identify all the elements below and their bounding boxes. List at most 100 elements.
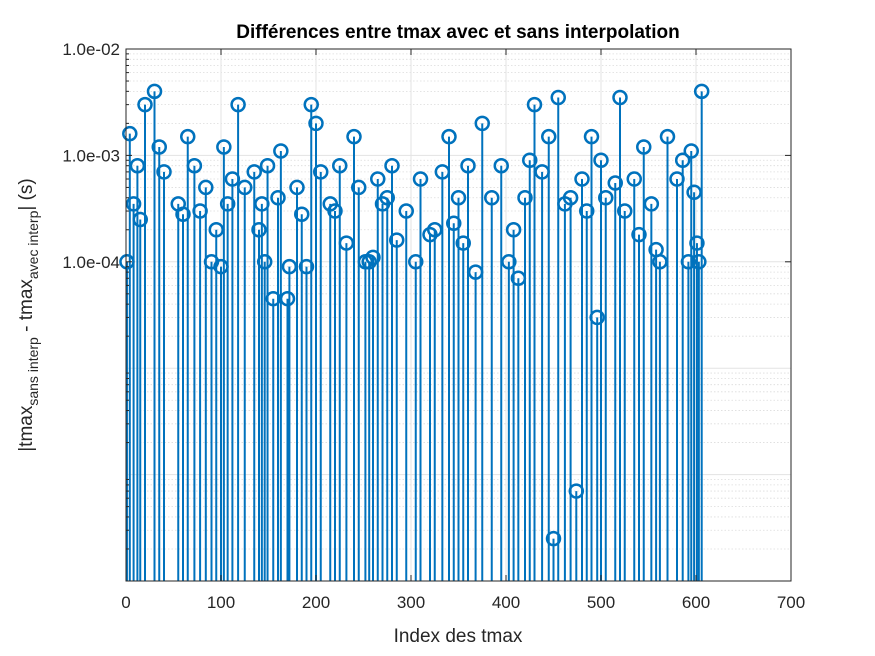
data-point — [541, 128, 557, 145]
data-point — [125, 196, 142, 212]
data-point — [674, 152, 691, 169]
data-point — [427, 222, 443, 238]
y-label-main: |tmax — [16, 405, 37, 452]
y-tick-labels: 1.0e-02 1.0e-03 1.0e-04 — [62, 40, 120, 272]
data-point — [517, 189, 533, 206]
data-point — [626, 171, 642, 187]
chart-title: Différences entre tmax avec et sans inte… — [236, 22, 680, 43]
data-point — [251, 222, 267, 238]
data-point — [303, 96, 319, 113]
data-point — [510, 270, 527, 287]
x-tick-label: 400 — [492, 593, 520, 612]
data-point — [467, 264, 484, 280]
data-point — [338, 235, 355, 251]
data-point — [237, 179, 253, 196]
data-point — [574, 171, 590, 187]
data-point — [455, 235, 471, 251]
data-point — [689, 235, 705, 251]
data-point — [691, 254, 707, 270]
data-point — [216, 139, 232, 155]
data-point — [617, 203, 633, 219]
data-point — [279, 290, 296, 307]
data-point — [180, 128, 196, 145]
data-point — [122, 125, 138, 142]
y-label-sub2: avec interp — [25, 210, 41, 279]
data-point — [680, 254, 697, 270]
data-point — [351, 179, 367, 196]
data-point — [346, 128, 362, 145]
data-point — [370, 171, 386, 187]
marker-series — [119, 83, 710, 547]
data-point — [156, 164, 172, 180]
data-point — [450, 189, 467, 206]
data-point — [361, 254, 377, 270]
data-point — [568, 483, 585, 499]
data-point — [550, 89, 566, 106]
data-point — [294, 206, 310, 222]
data-point — [186, 157, 203, 174]
data-point — [213, 258, 229, 275]
data-point — [254, 196, 270, 212]
y-label-mid: - tmax — [16, 279, 37, 338]
data-point — [332, 157, 348, 174]
data-point — [607, 175, 623, 191]
data-point — [593, 152, 609, 169]
y-label-end: | (s) — [16, 178, 37, 210]
data-point — [505, 222, 522, 238]
data-point — [589, 309, 605, 326]
data-point — [659, 128, 676, 145]
data-point — [408, 254, 424, 270]
data-point — [501, 254, 517, 270]
data-point — [583, 128, 600, 145]
x-tick-label: 300 — [397, 593, 425, 612]
data-point — [384, 157, 400, 174]
axes-box — [125, 48, 792, 582]
data-point — [686, 184, 702, 201]
data-point — [643, 196, 660, 212]
data-point — [398, 203, 414, 219]
data-point — [545, 530, 562, 547]
data-point — [636, 139, 652, 155]
data-point — [270, 189, 286, 206]
data-point — [146, 83, 163, 100]
data-point — [526, 96, 543, 113]
data-point — [534, 164, 550, 180]
data-point — [230, 96, 246, 113]
data-point — [579, 203, 595, 219]
data-point — [365, 249, 381, 266]
x-tick-label: 600 — [682, 593, 710, 612]
data-point — [522, 152, 538, 169]
data-point — [693, 83, 710, 100]
data-point — [256, 254, 273, 270]
data-point — [281, 258, 298, 275]
data-point — [219, 196, 236, 212]
data-point — [327, 203, 343, 219]
axes — [125, 48, 792, 582]
data-point — [224, 171, 241, 187]
data-point — [474, 115, 490, 132]
x-tick-label: 700 — [777, 593, 805, 612]
y-tick-label: 1.0e-03 — [62, 146, 120, 165]
x-tick-label: 200 — [302, 593, 330, 612]
data-point — [412, 171, 429, 187]
data-point — [562, 189, 579, 206]
y-tick-label: 1.0e-02 — [62, 40, 120, 59]
data-point — [441, 128, 457, 145]
x-tick-label: 0 — [121, 593, 130, 612]
data-point — [598, 189, 614, 206]
data-point — [308, 115, 324, 132]
data-point — [379, 189, 395, 206]
data-point — [119, 254, 135, 270]
data-point — [434, 164, 451, 180]
data-point — [446, 215, 462, 232]
data-point — [259, 157, 276, 174]
data-point — [669, 171, 685, 187]
data-point — [175, 206, 191, 222]
data-point — [198, 179, 214, 196]
data-point — [132, 211, 148, 228]
data-point — [151, 139, 167, 155]
y-label-sub1: sans interp — [25, 337, 41, 406]
data-point — [683, 143, 699, 159]
data-point — [484, 189, 500, 206]
